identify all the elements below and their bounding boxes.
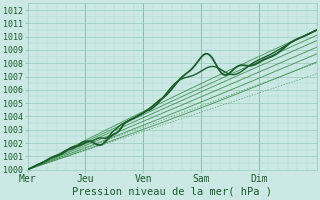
- X-axis label: Pression niveau de la mer( hPa ): Pression niveau de la mer( hPa ): [72, 187, 272, 197]
